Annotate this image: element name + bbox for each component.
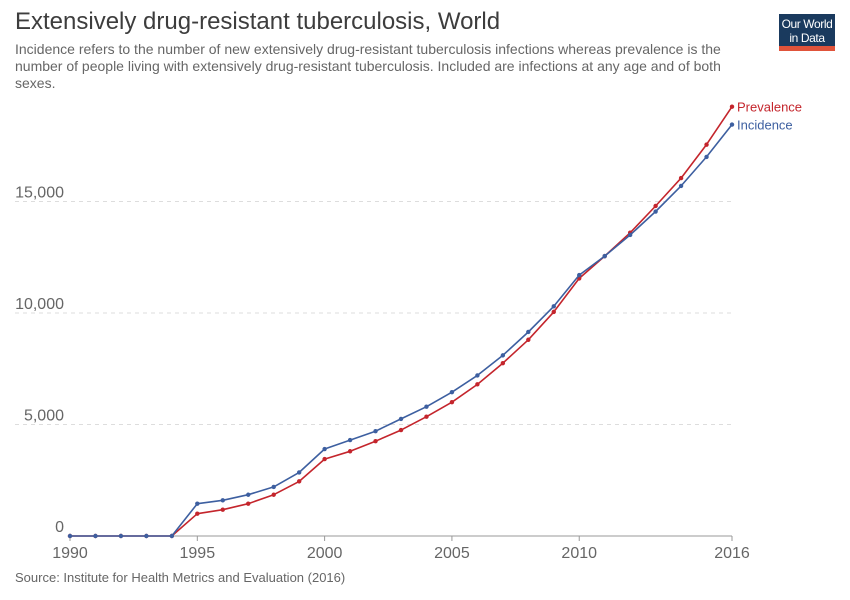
- data-point-prevalence: [424, 414, 429, 419]
- data-point-incidence: [551, 304, 556, 309]
- data-point-incidence: [678, 183, 684, 189]
- data-point-incidence: [220, 498, 225, 503]
- data-point-incidence: [602, 253, 607, 259]
- y-tick-label: 10,000: [15, 296, 64, 313]
- data-point-incidence: [449, 389, 455, 395]
- data-point-prevalence: [475, 382, 480, 387]
- logo-line-2: in Data: [789, 31, 825, 45]
- data-point-incidence: [577, 272, 582, 278]
- data-point-prevalence: [195, 511, 200, 516]
- chart-subtitle: Incidence refers to the number of new ex…: [15, 41, 721, 91]
- data-point-prevalence: [246, 501, 251, 506]
- data-point-prevalence: [271, 492, 276, 497]
- x-tick-label: 2000: [307, 545, 343, 562]
- data-point-incidence: [169, 533, 175, 539]
- x-tick-label: 1990: [52, 545, 88, 562]
- data-point-prevalence: [551, 309, 556, 315]
- logo-line-1: Our World: [781, 17, 833, 31]
- series-label-incidence: Incidence: [737, 118, 793, 133]
- data-point-incidence: [500, 353, 506, 358]
- data-point-prevalence: [704, 142, 709, 147]
- data-point-prevalence: [220, 507, 225, 512]
- x-tick-label: 2005: [434, 545, 470, 562]
- data-point-prevalence: [373, 439, 378, 444]
- logo-accent-bar: [779, 46, 835, 51]
- data-point-incidence: [704, 154, 709, 160]
- data-point-prevalence: [653, 203, 658, 209]
- x-tick-label: 2010: [561, 545, 597, 562]
- source-note: Source: Institute for Health Metrics and…: [15, 570, 346, 585]
- data-point-incidence: [475, 373, 480, 378]
- data-point-incidence: [322, 446, 327, 452]
- data-point-incidence: [246, 492, 251, 497]
- data-point-incidence: [67, 533, 73, 539]
- data-point-incidence: [398, 416, 404, 422]
- x-tick-label: 1995: [180, 545, 216, 562]
- data-point-prevalence: [322, 456, 327, 462]
- y-tick-label: 15,000: [15, 185, 64, 202]
- series-line-prevalence: [70, 106, 733, 537]
- chart-title: Extensively drug-resistant tuberculosis,…: [15, 8, 501, 35]
- data-point-prevalence: [347, 449, 353, 454]
- data-point-prevalence: [526, 337, 531, 342]
- data-point-incidence: [729, 122, 735, 127]
- data-point-incidence: [373, 428, 378, 434]
- data-point-incidence: [195, 501, 200, 506]
- data-point-incidence: [526, 329, 531, 335]
- data-point-incidence: [347, 437, 353, 443]
- data-point-prevalence: [449, 400, 455, 405]
- data-point-incidence: [653, 209, 658, 214]
- data-point-prevalence: [398, 427, 404, 433]
- data-point-incidence: [627, 232, 633, 238]
- owid-logo[interactable]: Our World in Data: [779, 14, 835, 51]
- data-point-incidence: [424, 404, 429, 409]
- data-point-prevalence: [678, 175, 684, 181]
- y-tick-label: 0: [55, 519, 64, 536]
- data-point-prevalence: [500, 360, 506, 366]
- data-point-incidence: [271, 484, 276, 490]
- data-point-prevalence: [729, 104, 735, 109]
- data-point-incidence: [118, 533, 124, 539]
- y-tick-label: 5,000: [24, 408, 64, 425]
- series-line-incidence: [70, 124, 733, 537]
- data-point-incidence: [93, 533, 98, 539]
- series-label-prevalence: Prevalence: [737, 100, 802, 115]
- data-point-prevalence: [296, 479, 302, 484]
- data-point-incidence: [296, 470, 302, 475]
- data-point-incidence: [144, 533, 149, 539]
- x-tick-label: 2016: [714, 545, 750, 562]
